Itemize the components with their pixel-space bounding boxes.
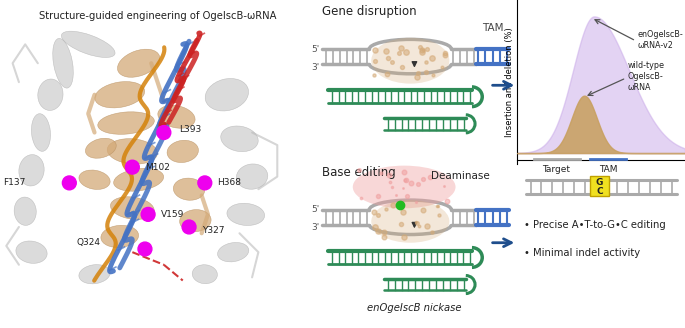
Ellipse shape [158, 105, 195, 128]
Ellipse shape [53, 38, 73, 88]
Text: • Precise A•T-to-G•C editing: • Precise A•T-to-G•C editing [524, 220, 666, 230]
Ellipse shape [18, 154, 45, 186]
Circle shape [198, 176, 212, 190]
Ellipse shape [227, 203, 264, 225]
Ellipse shape [79, 170, 110, 190]
Y-axis label: Insertion and deletion (%): Insertion and deletion (%) [506, 27, 514, 137]
Ellipse shape [110, 197, 154, 219]
Ellipse shape [101, 225, 138, 248]
Circle shape [125, 160, 139, 174]
Ellipse shape [173, 178, 205, 200]
Circle shape [141, 207, 155, 221]
Ellipse shape [38, 79, 63, 111]
Ellipse shape [167, 140, 199, 163]
Circle shape [157, 126, 171, 139]
Circle shape [138, 242, 152, 256]
Text: H368: H368 [217, 178, 241, 187]
Text: Deaminase: Deaminase [431, 171, 490, 180]
Ellipse shape [79, 265, 110, 284]
Ellipse shape [14, 197, 36, 225]
Text: Q324: Q324 [77, 238, 101, 247]
Ellipse shape [117, 49, 160, 77]
Text: V159: V159 [161, 210, 184, 219]
Ellipse shape [221, 126, 258, 152]
Ellipse shape [62, 31, 115, 57]
Text: 5': 5' [312, 205, 320, 215]
Text: enOgeIscB nickase: enOgeIscB nickase [367, 303, 462, 313]
Text: Base editing: Base editing [322, 166, 396, 179]
Text: enOgeIscB-
ωRNA-v2: enOgeIscB- ωRNA-v2 [638, 30, 683, 50]
Text: Structure-guided engineering of OgeIscB-ωRNA: Structure-guided engineering of OgeIscB-… [39, 11, 276, 21]
Ellipse shape [95, 82, 145, 108]
Ellipse shape [353, 166, 456, 208]
Ellipse shape [218, 242, 249, 262]
Text: Gene disruption: Gene disruption [322, 5, 416, 18]
Text: F137: F137 [3, 178, 25, 187]
Ellipse shape [108, 139, 158, 164]
Ellipse shape [114, 168, 164, 191]
FancyBboxPatch shape [590, 176, 609, 196]
Ellipse shape [236, 164, 268, 189]
Ellipse shape [371, 200, 449, 243]
Text: M102: M102 [145, 163, 170, 172]
Ellipse shape [32, 114, 51, 151]
Text: 5': 5' [312, 45, 320, 54]
Text: Target: Target [543, 165, 571, 174]
Text: wild-type
OgeIscB-
ωRNA: wild-type OgeIscB- ωRNA [627, 61, 664, 92]
Text: 3': 3' [312, 63, 320, 72]
Text: 3': 3' [312, 223, 320, 233]
Text: L393: L393 [179, 125, 202, 134]
Ellipse shape [371, 38, 449, 84]
Text: G: G [596, 177, 603, 187]
Circle shape [62, 176, 76, 190]
Ellipse shape [192, 265, 217, 284]
Text: Y327: Y327 [201, 226, 224, 235]
Ellipse shape [179, 210, 211, 232]
Ellipse shape [98, 112, 154, 134]
Ellipse shape [206, 78, 249, 111]
Ellipse shape [16, 241, 47, 263]
Text: C: C [596, 187, 603, 196]
Ellipse shape [86, 138, 116, 158]
Text: TAM: TAM [599, 165, 617, 174]
Circle shape [182, 220, 196, 234]
Text: • Minimal indel activity: • Minimal indel activity [524, 248, 640, 257]
Text: TAM: TAM [482, 23, 503, 33]
